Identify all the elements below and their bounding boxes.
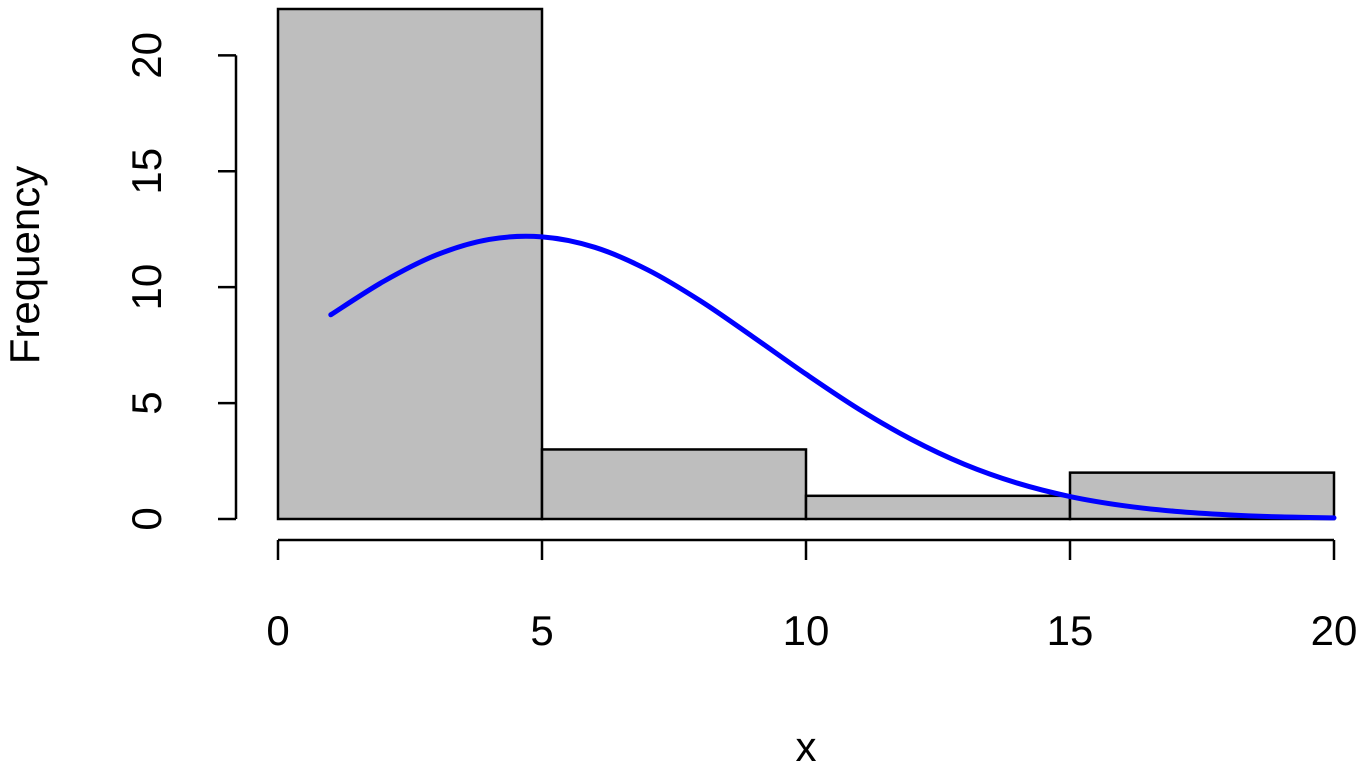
- y-tick-label: 10: [123, 264, 170, 311]
- y-tick-label: 0: [123, 507, 170, 530]
- x-tick-label: 15: [1047, 607, 1094, 654]
- y-axis-label: Frequency: [1, 166, 48, 364]
- x-tick-label: 0: [266, 607, 289, 654]
- y-tick-label: 5: [123, 391, 170, 414]
- x-tick-label: 5: [530, 607, 553, 654]
- x-tick-label: 20: [1311, 607, 1358, 654]
- bar: [804, 494, 1072, 521]
- bar: [276, 7, 544, 521]
- x-axis-label: x: [796, 723, 817, 770]
- y-tick-label: 15: [123, 148, 170, 195]
- bar: [540, 448, 808, 521]
- density-curve: [328, 233, 1337, 521]
- y-tick-label: 20: [123, 32, 170, 79]
- x-tick-label: 10: [783, 607, 830, 654]
